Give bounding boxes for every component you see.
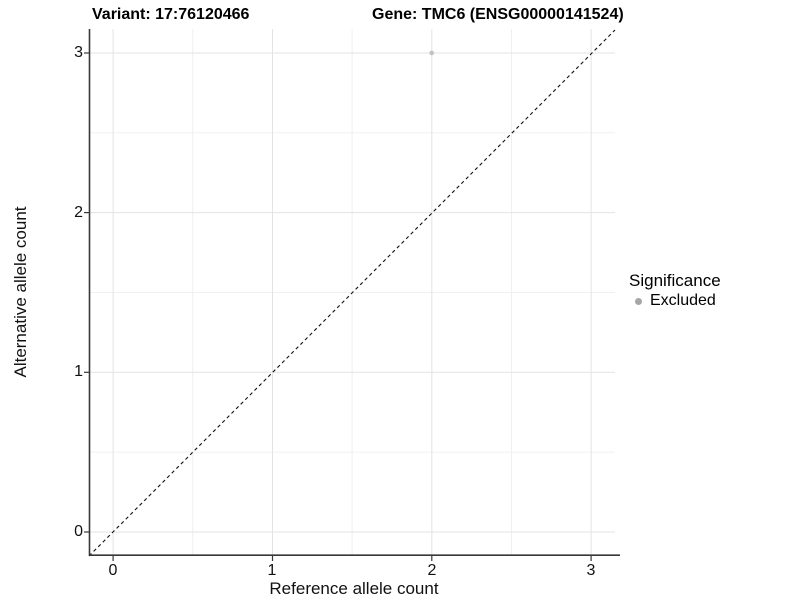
- legend-title: Significance: [629, 271, 721, 290]
- x-axis-title: Reference allele count: [269, 579, 439, 598]
- gridlines-major: [89, 29, 615, 556]
- tick-marks: [84, 52, 592, 561]
- gridlines-minor: [89, 29, 615, 556]
- x-tick-label-0: 0: [108, 562, 118, 579]
- axis-lines: [88, 29, 620, 557]
- legend-key-dot: [635, 298, 642, 305]
- y-tick-label-0: 0: [74, 523, 83, 540]
- y-tick-label-2: 2: [74, 204, 83, 221]
- x-tick-label-1: 1: [267, 562, 277, 579]
- identity-line: [88, 29, 616, 557]
- variant-title: Variant: 17:76120466: [92, 6, 250, 23]
- data-point: [429, 50, 434, 56]
- legend-item-label-excluded: Excluded: [650, 292, 716, 309]
- x-tick-label-2: 2: [427, 562, 437, 579]
- gene-title: Gene: TMC6 (ENSG00000141524): [372, 6, 624, 23]
- y-tick-label-1: 1: [74, 363, 83, 380]
- x-tick-label-3: 3: [586, 562, 596, 579]
- data-points-group: [429, 50, 434, 56]
- y-axis-title: Alternative allele count: [11, 206, 30, 378]
- y-tick-label-3: 3: [74, 44, 83, 61]
